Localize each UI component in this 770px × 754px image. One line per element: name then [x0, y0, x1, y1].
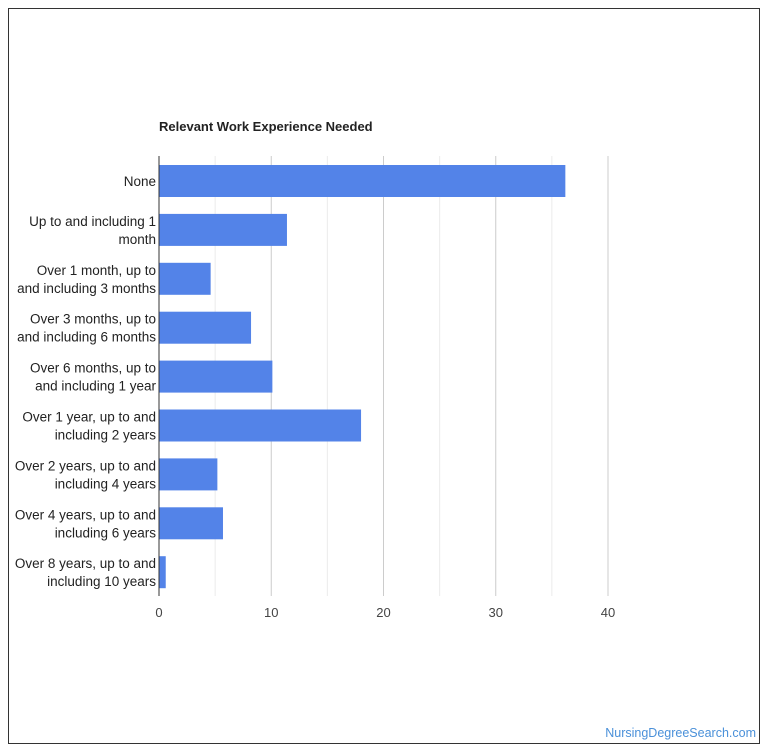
category-label: Over 1 year, up to and: [22, 410, 156, 425]
x-tick-label: 30: [489, 605, 503, 620]
bar[interactable]: [159, 507, 223, 540]
category-label: including 2 years: [55, 428, 157, 443]
category-label: and including 1 year: [35, 379, 156, 394]
bar[interactable]: [159, 360, 273, 393]
category-label: Over 6 months, up to: [30, 361, 156, 376]
category-label: Over 8 years, up to and: [15, 556, 156, 571]
site-watermark[interactable]: NursingDegreeSearch.com: [605, 726, 756, 740]
x-tick-labels: 0 10 20 30 40: [155, 605, 615, 620]
category-label: Over 1 month, up to: [37, 263, 156, 278]
bar[interactable]: [159, 213, 287, 246]
category-label: including 4 years: [55, 476, 157, 491]
category-labels: None Up to and including 1 month Over 1 mon…: [15, 174, 157, 589]
bar[interactable]: [159, 458, 218, 491]
category-label: including 6 years: [55, 525, 157, 540]
bar[interactable]: [159, 311, 252, 344]
category-label: and including 3 months: [17, 281, 156, 296]
bars-group: [159, 165, 566, 589]
category-label: and including 6 months: [17, 330, 156, 345]
x-tick-label: 10: [264, 605, 278, 620]
x-tick-label: 0: [155, 605, 162, 620]
bar[interactable]: [159, 165, 566, 197]
x-tick-label: 20: [376, 605, 390, 620]
bar[interactable]: [159, 262, 211, 295]
category-label: Over 3 months, up to: [30, 312, 156, 327]
chart-title: Relevant Work Experience Needed: [159, 119, 373, 134]
bar[interactable]: [159, 556, 166, 589]
bar[interactable]: [159, 409, 362, 442]
x-tick-label: 40: [601, 605, 615, 620]
category-label: None: [124, 174, 156, 189]
category-label: month: [118, 232, 156, 247]
category-label: Up to and including 1: [29, 214, 156, 229]
category-label: Over 4 years, up to and: [15, 507, 156, 522]
category-label: including 10 years: [47, 574, 156, 589]
category-label: Over 2 years, up to and: [15, 458, 156, 473]
